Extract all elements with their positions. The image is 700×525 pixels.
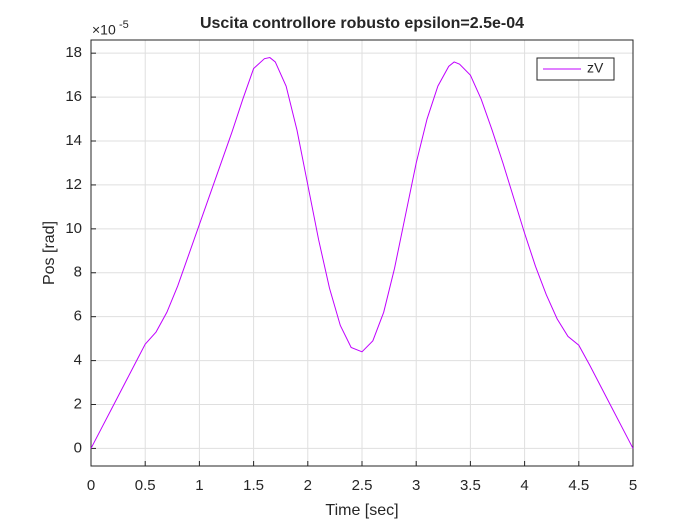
chart-title: Uscita controllore robusto epsilon=2.5e-…: [200, 15, 524, 32]
y-tick-label: 4: [74, 352, 82, 369]
y-exponent-base: ×10: [92, 22, 116, 38]
x-tick-label: 2.5: [352, 477, 373, 494]
x-tick-label: 1: [195, 477, 203, 494]
y-tick-label: 6: [74, 308, 82, 325]
x-axis-label: Time [sec]: [325, 502, 398, 519]
line-series: [90, 57, 634, 449]
x-tick-label: 3.5: [460, 477, 481, 494]
y-tick-label: 18: [65, 44, 82, 61]
x-tick-label: 0.5: [135, 477, 156, 494]
y-tick-label: 2: [74, 395, 82, 412]
axes-box: [90, 39, 634, 467]
y-tick-label: 14: [65, 132, 82, 149]
x-tick-label: 1.5: [243, 477, 264, 494]
y-tick-label: 0: [74, 439, 82, 456]
x-tick-label: 0: [87, 477, 95, 494]
y-tick-label: 10: [65, 220, 82, 237]
y-tick-label: 8: [74, 264, 82, 281]
x-tick-label: 5: [629, 477, 637, 494]
x-tick-label: 3: [412, 477, 420, 494]
x-tick-label: 2: [304, 477, 312, 494]
x-tick-label: 4: [520, 477, 528, 494]
y-tick-label: 12: [65, 176, 82, 193]
legend-label: zV: [587, 60, 604, 76]
x-tick-label: 4.5: [568, 477, 589, 494]
y-exponent: -5: [119, 19, 129, 31]
y-tick-label: 16: [65, 88, 82, 105]
y-axis-label: Pos [rad]: [41, 221, 58, 285]
